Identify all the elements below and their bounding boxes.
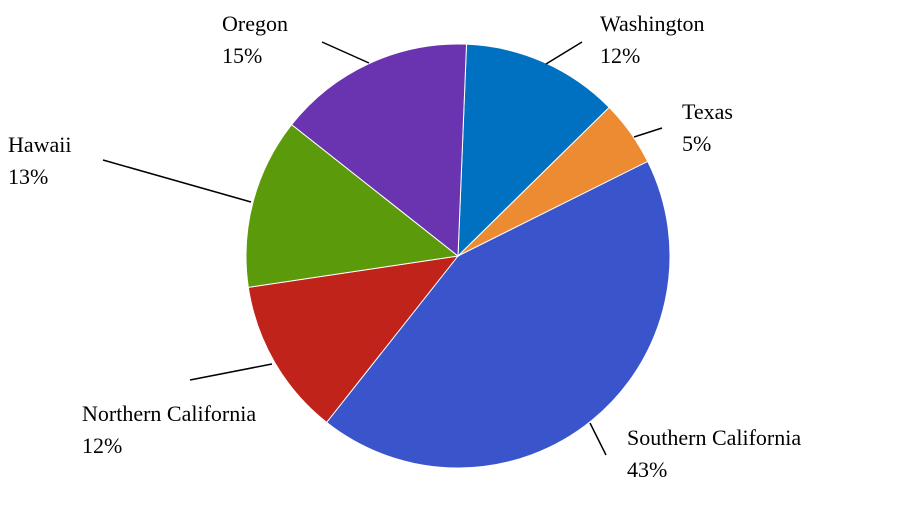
- pie-slice: [245, 123, 460, 288]
- slice-label: Texas: [682, 99, 733, 124]
- value-label: 5%: [682, 131, 711, 156]
- slice-label: Washington: [600, 11, 705, 36]
- slice-label: Southern California: [627, 425, 801, 450]
- pie-slice: [457, 43, 610, 258]
- leader-line: [321, 41, 370, 64]
- value-label: 12%: [600, 43, 640, 68]
- value-label: 15%: [222, 43, 262, 68]
- pie-slice: [247, 255, 460, 424]
- leader-line: [633, 127, 663, 138]
- pie-slice: [290, 43, 468, 258]
- leader-line: [589, 422, 607, 456]
- leader-line: [545, 41, 583, 65]
- leader-line: [189, 363, 273, 381]
- value-label: 13%: [8, 164, 48, 189]
- value-label: 12%: [82, 433, 122, 458]
- pie-slice: [325, 160, 671, 469]
- leader-line: [102, 159, 252, 203]
- slice-label: Oregon: [222, 11, 288, 36]
- slice-label: Hawaii: [8, 132, 72, 157]
- value-label: 43%: [627, 457, 667, 482]
- slice-label: Northern California: [82, 401, 256, 426]
